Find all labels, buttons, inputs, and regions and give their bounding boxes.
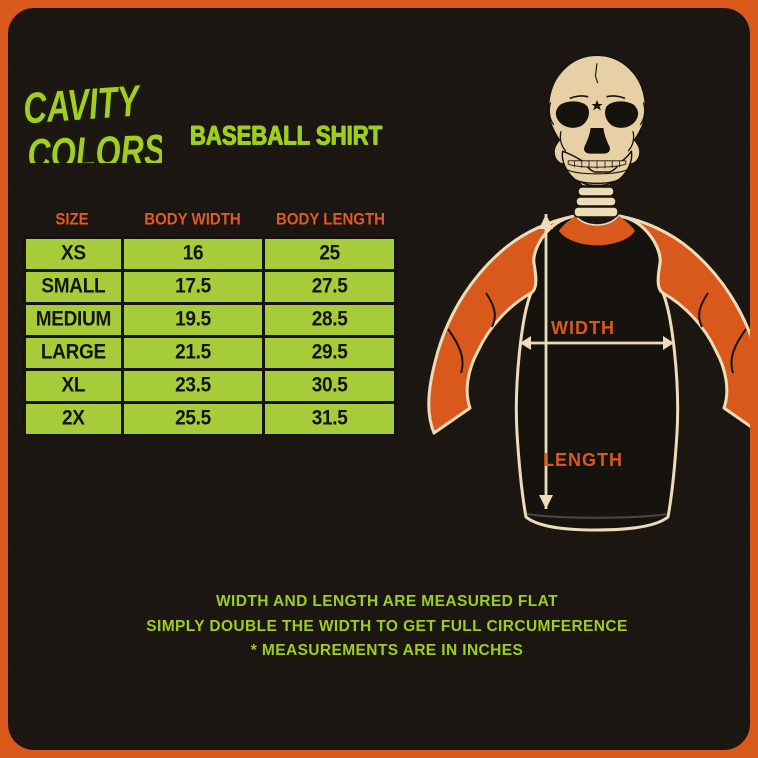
- svg-text:WIDTH: WIDTH: [551, 318, 615, 338]
- svg-text:CAVITY: CAVITY: [22, 77, 144, 134]
- svg-text:LENGTH: LENGTH: [543, 450, 623, 470]
- svg-text:COLORS: COLORS: [27, 126, 162, 163]
